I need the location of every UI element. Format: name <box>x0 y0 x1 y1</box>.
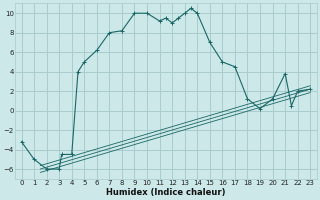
X-axis label: Humidex (Indice chaleur): Humidex (Indice chaleur) <box>106 188 226 197</box>
